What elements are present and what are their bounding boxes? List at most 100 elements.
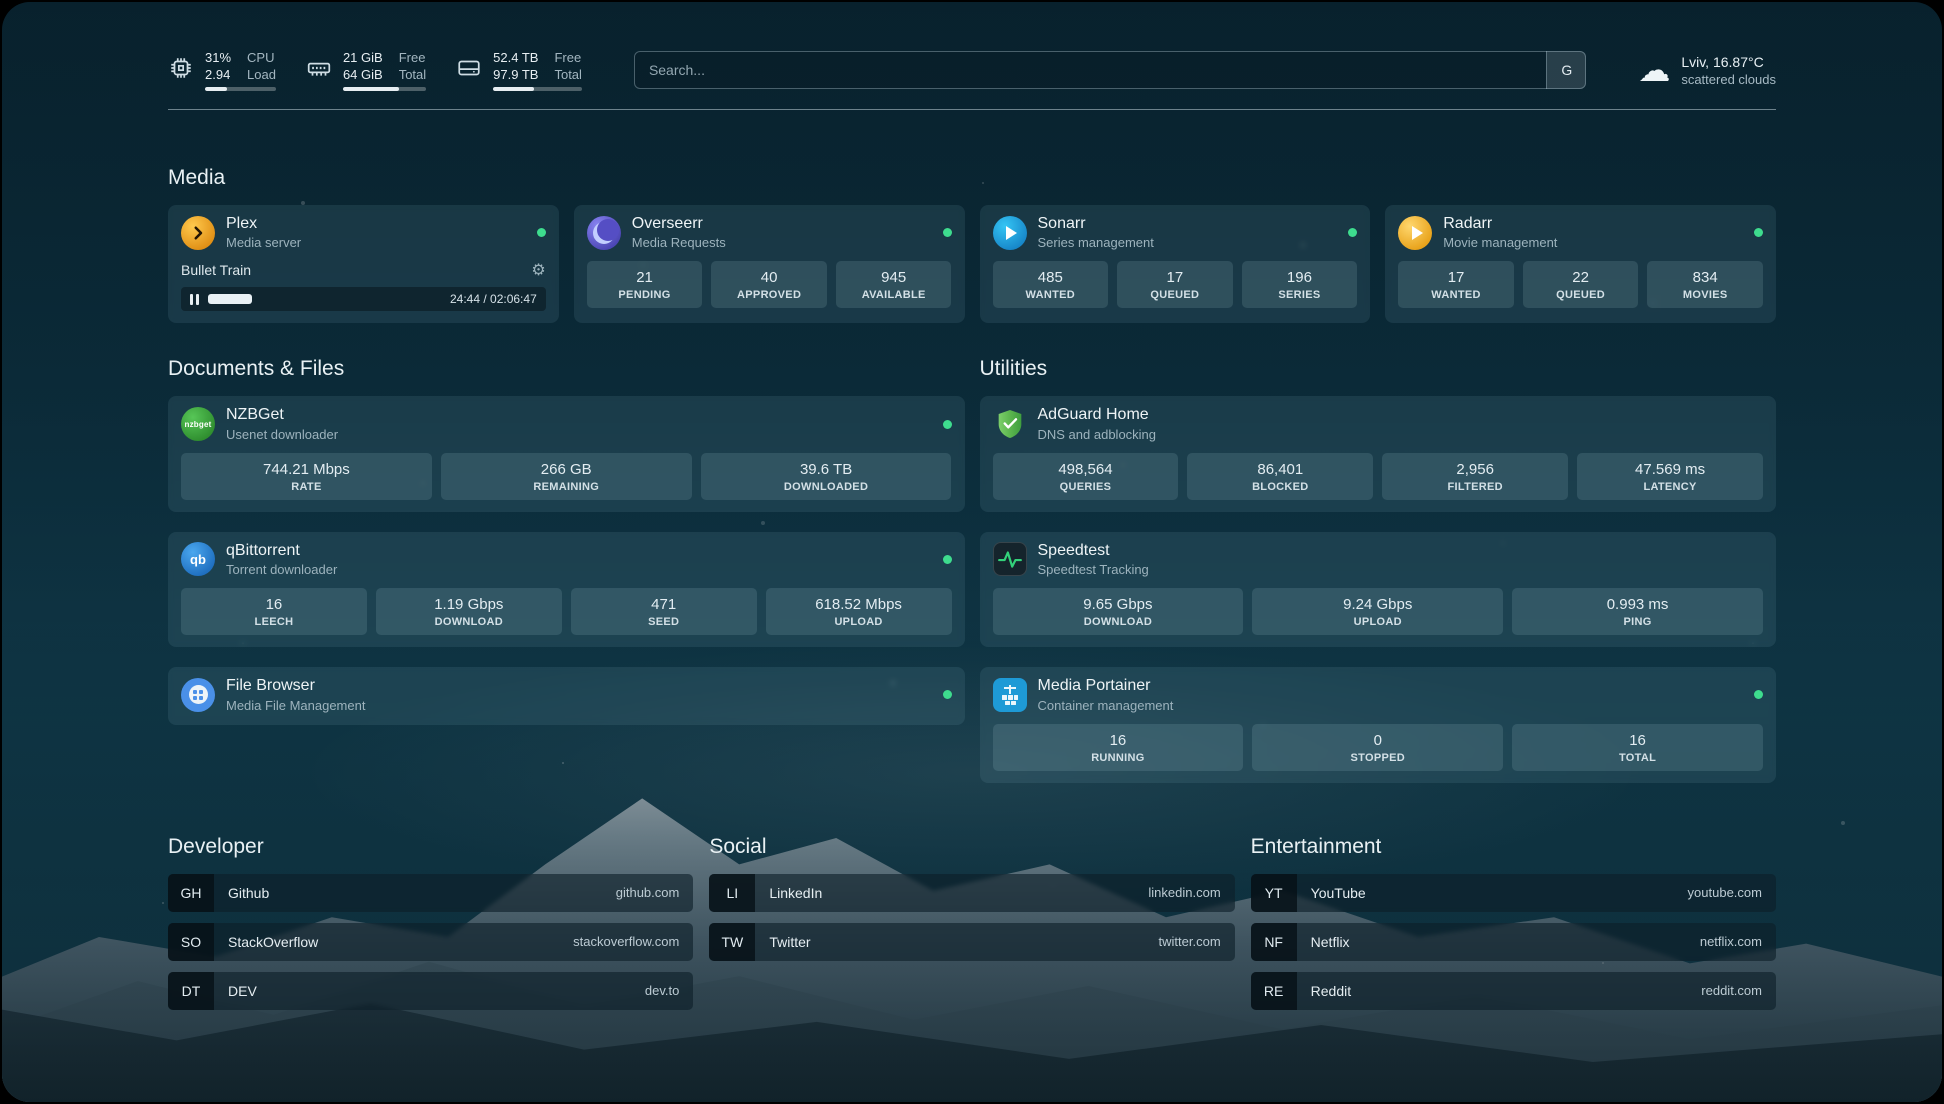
weather-widget: ☁ Lviv, 16.87°C scattered clouds <box>1638 54 1776 87</box>
bookmarks-area: Developer GH Github github.com SO StackO… <box>168 835 1776 1010</box>
header-divider <box>168 109 1776 110</box>
service-name: Radarr <box>1443 215 1493 232</box>
stat-download: 9.65 Gbps DOWNLOAD <box>992 588 1244 636</box>
progress-track[interactable] <box>208 294 441 305</box>
stat-value: 17 <box>1166 269 1184 287</box>
cpu-icon <box>168 55 194 81</box>
disk-bar <box>493 87 582 91</box>
stat-approved: 40 APPROVED <box>711 261 827 309</box>
stat-movies: 834 MOVIES <box>1647 261 1763 309</box>
stat-label: WANTED <box>1025 289 1076 302</box>
service-card-plex[interactable]: Plex Media server Bullet Train ⚙ <box>168 205 559 324</box>
stat-label: BLOCKED <box>1252 480 1309 493</box>
status-dot <box>1348 228 1358 238</box>
two-column-area: Documents & Files nzbget NZBGet Usenet d… <box>168 357 1776 783</box>
stat-label: LEECH <box>254 616 294 629</box>
disk-free: 52.4 TB <box>493 50 539 65</box>
stat-leech: 16 LEECH <box>181 588 367 636</box>
stat-blocked: 86,401 BLOCKED <box>1187 452 1374 500</box>
group-title-utilities: Utilities <box>979 357 1048 381</box>
stat-label: LATENCY <box>1643 480 1697 493</box>
service-card-speedtest[interactable]: Speedtest Speedtest Tracking 9.65 Gbps D… <box>979 531 1776 648</box>
gear-icon[interactable]: ⚙ <box>531 262 546 280</box>
stat-running: 16 RUNNING <box>992 723 1244 771</box>
bookmark-url: reddit.com <box>1701 983 1762 999</box>
service-card-nzbget[interactable]: nzbget NZBGet Usenet downloader 744.21 M… <box>168 396 965 512</box>
service-card-adguard[interactable]: AdGuard Home DNS and adblocking 498,564 … <box>979 396 1776 512</box>
stat-value: 0.993 ms <box>1606 596 1669 614</box>
stat-value: 16 <box>1629 731 1646 749</box>
cpu-load: 2.94 <box>205 67 231 82</box>
pause-icon[interactable] <box>190 293 199 305</box>
cpu-label-top: CPU <box>247 50 275 65</box>
service-subtitle: Speedtest Tracking <box>1037 562 1149 578</box>
topbar: 31% 2.94 CPU Load <box>168 47 1776 93</box>
disk-widget: 52.4 TB 97.9 TB Free Total <box>456 49 582 91</box>
stat-value: 618.52 Mbps <box>815 596 902 614</box>
search-provider-button[interactable]: G <box>1546 51 1587 89</box>
memory-label-bottom: Total <box>398 67 427 82</box>
service-card-radarr[interactable]: Radarr Movie management 17 WANTED 22 QUE… <box>1385 205 1776 324</box>
bookmark-group-developer: Developer GH Github github.com SO StackO… <box>168 835 694 1010</box>
stat-label: DOWNLOAD <box>434 616 503 629</box>
overseerr-icon <box>586 215 621 250</box>
disk-readout: 52.4 TB 97.9 TB Free Total <box>493 49 582 91</box>
stat-total: 16 TOTAL <box>1512 723 1763 771</box>
bookmark-abbr: TW <box>709 922 756 961</box>
bookmark-youtube[interactable]: YT YouTube youtube.com <box>1250 873 1776 912</box>
service-name: Plex <box>226 215 258 232</box>
stat-value: 471 <box>651 596 677 614</box>
stat-value: 47.569 ms <box>1635 460 1706 478</box>
search-input[interactable] <box>633 51 1587 89</box>
service-card-qbittorrent[interactable]: qb qBittorrent Torrent downloader 16 LEE… <box>168 531 965 648</box>
bookmark-github[interactable]: GH Github github.com <box>168 873 694 912</box>
plex-progress-bar[interactable]: 24:44 / 02:06:47 <box>181 287 546 312</box>
bookmark-linkedin[interactable]: LI LinkedIn linkedin.com <box>709 873 1235 912</box>
stat-queued: 17 QUEUED <box>1117 261 1233 309</box>
service-name: Speedtest <box>1037 541 1110 559</box>
stat-value: 196 <box>1286 269 1312 287</box>
bookmark-stackoverflow[interactable]: SO StackOverflow stackoverflow.com <box>168 922 694 961</box>
bookmark-url: stackoverflow.com <box>573 934 680 950</box>
status-dot <box>942 419 952 429</box>
search-bar: G <box>633 51 1587 89</box>
service-card-portainer[interactable]: Media Portainer Container management 16 … <box>979 667 1776 783</box>
memory-bar <box>342 87 427 91</box>
bookmark-name: StackOverflow <box>228 933 319 950</box>
stat-value: 40 <box>760 269 778 287</box>
service-card-sonarr[interactable]: Sonarr Series management 485 WANTED 17 Q… <box>979 205 1371 324</box>
cpu-readout: 31% 2.94 CPU Load <box>205 49 276 91</box>
portainer-icon <box>992 677 1027 712</box>
stat-value: 16 <box>1109 731 1127 749</box>
service-subtitle: Media Requests <box>631 235 726 251</box>
bookmark-name: Netflix <box>1310 933 1350 950</box>
stat-label: QUEUED <box>1556 289 1606 302</box>
bookmark-netflix[interactable]: NF Netflix netflix.com <box>1250 922 1776 961</box>
memory-total: 64 GiB <box>342 67 383 82</box>
service-card-overseerr[interactable]: Overseerr Media Requests 21 PENDING 40 A… <box>573 205 965 324</box>
stat-wanted: 485 WANTED <box>992 261 1109 309</box>
group-utilities: Utilities <box>979 357 1776 783</box>
group-media: Media Plex Media server Bullet <box>168 166 1776 324</box>
service-card-filebrowser[interactable]: File Browser Media File Management <box>168 667 965 725</box>
stat-value: 744.21 Mbps <box>263 460 350 478</box>
stat-label: AVAILABLE <box>861 289 926 302</box>
bookmark-name: DEV <box>228 982 257 999</box>
stat-stopped: 0 STOPPED <box>1252 723 1504 771</box>
bookmark-name: Reddit <box>1310 982 1352 999</box>
stat-label: PENDING <box>618 289 671 302</box>
group-documents: Documents & Files nzbget NZBGet Usenet d… <box>168 357 965 725</box>
disk-label-bottom: Total <box>554 67 582 82</box>
bookmark-twitter[interactable]: TW Twitter twitter.com <box>709 922 1235 961</box>
stat-ping: 0.993 ms PING <box>1512 588 1763 636</box>
status-dot <box>536 228 546 238</box>
stat-value: 0 <box>1373 731 1382 749</box>
stat-upload: 9.24 Gbps UPLOAD <box>1252 588 1504 636</box>
bookmark-dev[interactable]: DT DEV dev.to <box>168 971 694 1010</box>
stat-queries: 498,564 QUERIES <box>992 452 1179 500</box>
bookmark-reddit[interactable]: RE Reddit reddit.com <box>1250 971 1776 1010</box>
bookmark-url: twitter.com <box>1158 934 1221 950</box>
stat-value: 21 <box>636 269 653 287</box>
stat-label: SERIES <box>1278 289 1321 302</box>
